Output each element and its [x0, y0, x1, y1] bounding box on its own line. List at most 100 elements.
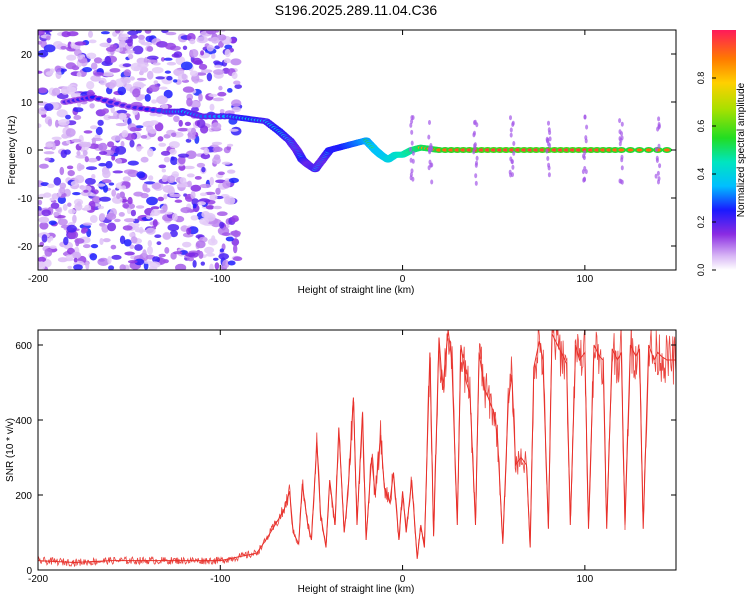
y-tick-label: 200: [15, 491, 32, 502]
spectrogram-cell: [127, 260, 138, 264]
spectrogram-cell: [229, 128, 239, 132]
spectrogram-cell: [122, 225, 133, 231]
spectrogram-cell: [123, 218, 136, 223]
spectrogram-cell: [148, 175, 154, 181]
spectrogram-cell: [112, 170, 124, 174]
snr-ticks: -200 -100 0 100 0 200 400 600: [15, 330, 676, 585]
spectrogram-cell: [86, 52, 97, 59]
spectrogram-cell: [91, 196, 102, 204]
spectrogram-cell: [195, 240, 206, 249]
spectrogram-cell: [115, 122, 127, 127]
y-tick-label: 600: [15, 341, 32, 352]
spectrogram-cell: [179, 177, 187, 184]
spectrogram-cell: [218, 85, 223, 91]
spectrogram-cell: [146, 70, 154, 80]
spectrogram-cell: [153, 80, 159, 85]
spectrogram-cell: [42, 30, 53, 33]
spectrogram-cell: [89, 103, 95, 109]
spectrogram-cell: [160, 150, 171, 156]
spectrogram-cell: [96, 183, 106, 187]
streak-cell: [655, 155, 659, 161]
streak-cell: [474, 180, 478, 186]
x-tick-label: 100: [577, 274, 594, 285]
spectrogram-cell: [139, 66, 149, 73]
spectrogram-cell: [157, 136, 164, 142]
spectrogram-cell: [101, 224, 109, 233]
streak-cell: [409, 122, 413, 128]
spectrogram-cell: [38, 216, 50, 224]
spectrogram-cell: [53, 211, 59, 217]
spectrogram-cell: [115, 158, 123, 164]
spectrogram-cell: [132, 45, 144, 55]
streak-cell: [584, 138, 588, 144]
spectrogram-cell: [74, 48, 82, 57]
spectrogram-cell: [163, 156, 171, 163]
spectrogram-cell: [137, 34, 145, 40]
spectrogram-cell: [107, 256, 112, 265]
spectrogram-cell: [154, 234, 162, 238]
streak-cell: [475, 155, 479, 161]
spectrogram-cell: [132, 88, 141, 98]
spectrogram-cell: [66, 140, 71, 144]
spectrogram-cell: [67, 202, 72, 207]
spectrogram-cell: [38, 40, 42, 45]
x-tick-label: 0: [400, 274, 406, 285]
spectrogram-cell: [88, 30, 93, 38]
spectrogram-cell: [66, 224, 77, 233]
spectrogram-cell: [100, 31, 110, 35]
spectrogram-cell: [43, 192, 52, 198]
spectrogram-cell: [154, 122, 164, 132]
spectrogram-cell: [71, 251, 82, 259]
spectrogram-cell: [190, 184, 202, 192]
spectrogram-cell: [91, 137, 103, 142]
streak-cell: [546, 137, 550, 143]
spectrogram-cell: [164, 247, 170, 254]
spectrogram-cell: [59, 166, 65, 176]
spectrogram-cell: [54, 65, 62, 73]
spectrogram-cell: [115, 146, 127, 155]
spectrogram-cell: [164, 70, 171, 74]
spectrogram-cell: [171, 132, 177, 138]
spectrogram-cell: [226, 145, 232, 151]
spectrogram-cell: [146, 55, 159, 60]
spectrogram-cell: [104, 55, 112, 65]
spectrogram-cell: [99, 213, 106, 221]
spectrogram-cell: [122, 203, 130, 209]
spectrogram-cell: [107, 222, 117, 232]
spectrogram-cell: [178, 119, 183, 127]
streak-cell: [410, 115, 414, 121]
spectrogram-cell: [134, 258, 145, 266]
spectrogram-cell: [221, 232, 231, 237]
spectrogram-cell: [215, 179, 226, 184]
spectrogram-cell: [144, 94, 151, 102]
streak-cell: [409, 146, 412, 152]
spectrogram-cell: [218, 253, 230, 260]
spectrogram-cell: [231, 238, 240, 246]
streak-cell: [546, 156, 550, 161]
spectrogram-cell: [40, 182, 49, 187]
spectrogram-cell: [73, 264, 83, 270]
colorbar: 0.0 0.2 0.4 0.6 0.8 Normalized spectral ampl…: [696, 30, 747, 276]
spectrogram-cell: [132, 225, 140, 231]
spectrogram-cell: [158, 164, 167, 169]
streak-cell: [427, 134, 431, 140]
spectrogram-cell: [136, 77, 147, 81]
spectrogram-cell: [129, 126, 138, 132]
spectrogram-cell: [211, 36, 220, 44]
spectrogram-cell: [76, 150, 81, 156]
spectrogram-cell: [185, 150, 197, 159]
streak-cell: [410, 119, 414, 124]
spectrogram-cell: [233, 80, 241, 85]
spectrogram-cell: [224, 49, 231, 58]
spectrogram-cell: [38, 70, 43, 74]
snr-frame: [37, 329, 677, 571]
spectrogram-cell: [204, 246, 215, 254]
spectrogram-cell: [55, 70, 62, 79]
spectrogram-cell: [164, 42, 177, 50]
trend-core: [636, 148, 643, 152]
streak-cell: [547, 172, 551, 178]
spectrogram-cell: [138, 38, 146, 44]
streak-cell: [429, 162, 433, 168]
spectrogram-cell: [102, 71, 114, 77]
spectrogram-cell: [77, 55, 83, 60]
